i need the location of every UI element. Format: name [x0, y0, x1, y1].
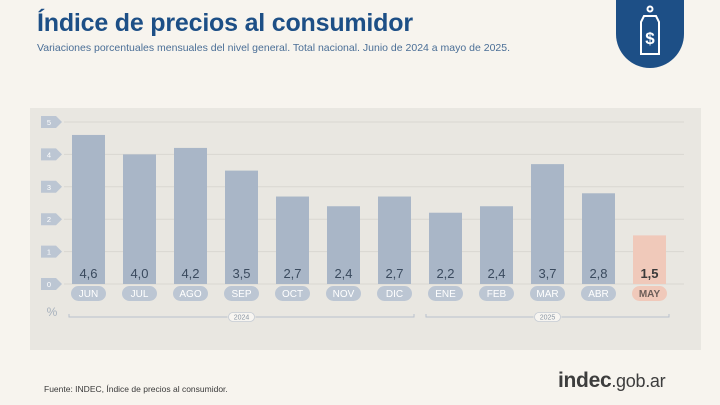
category-label: DIC	[386, 289, 403, 300]
category-label: SEP	[231, 289, 251, 300]
year-label: 2024	[234, 315, 250, 322]
y-tick-label: 4	[47, 150, 51, 159]
category-label: ABR	[588, 289, 609, 300]
bar-value-label: 3,7	[538, 266, 556, 281]
bar	[327, 206, 360, 284]
bar	[531, 164, 564, 284]
category-label: MAR	[536, 289, 558, 300]
category-label: ENE	[435, 289, 456, 300]
category-badge	[224, 286, 259, 301]
y-axis-label: %	[47, 305, 58, 319]
category-badge	[530, 286, 565, 301]
bar	[633, 235, 666, 284]
category-label: AGO	[179, 289, 201, 300]
category-badge	[326, 286, 361, 301]
category-badge	[581, 286, 616, 301]
year-pill	[534, 312, 561, 322]
price-tag-dollar-icon: $	[640, 5, 660, 55]
bar	[276, 196, 309, 284]
bar-value-label: 2,4	[334, 266, 352, 281]
y-tick-badge	[41, 148, 62, 161]
category-badge	[275, 286, 310, 301]
bar	[174, 147, 207, 284]
price-tag-badge: $	[616, 0, 684, 68]
y-tick-label: 2	[47, 215, 51, 224]
page-title: Índice de precios al consumidor	[37, 9, 413, 37]
svg-text:$: $	[645, 29, 655, 48]
y-tick-badge	[41, 245, 62, 258]
category-badge	[71, 286, 106, 301]
category-badge	[479, 286, 514, 301]
bar	[378, 196, 411, 284]
y-tick-badge	[41, 180, 62, 193]
category-badge	[428, 286, 463, 301]
bar	[225, 170, 258, 284]
bar-value-label: 3,5	[232, 266, 250, 281]
y-tick-badge	[41, 278, 62, 290]
y-tick-label: 3	[47, 183, 51, 192]
year-pill	[228, 312, 255, 322]
category-label: FEB	[487, 289, 507, 300]
category-label: MAY	[639, 289, 661, 300]
bar-value-label: 1,5	[640, 266, 658, 281]
bar	[123, 154, 156, 284]
source-note: Fuente: INDEC, Índice de precios al cons…	[44, 384, 228, 394]
bar	[480, 206, 513, 284]
bar-value-label: 2,7	[385, 266, 403, 281]
bar	[582, 193, 615, 284]
y-tick-badge	[41, 116, 62, 128]
year-label: 2025	[540, 315, 556, 322]
bar-value-label: 2,4	[487, 266, 505, 281]
logo-domain-text: .gob.ar	[611, 371, 666, 391]
bar-value-label: 4,0	[130, 266, 148, 281]
page-subtitle: Variaciones porcentuales mensuales del n…	[37, 42, 511, 54]
y-tick-badge	[41, 213, 62, 226]
bar-value-label: 2,8	[589, 266, 607, 281]
logo-main-text: indec	[558, 369, 612, 392]
category-label: NOV	[333, 289, 355, 300]
category-badge	[122, 286, 157, 301]
bar-value-label: 2,7	[283, 266, 301, 281]
category-badge	[632, 286, 667, 301]
y-tick-label: 1	[47, 248, 51, 257]
bar	[72, 134, 105, 284]
category-badge	[173, 286, 208, 301]
category-label: OCT	[282, 289, 303, 300]
bar-value-label: 4,6	[79, 266, 97, 281]
category-badge	[377, 286, 412, 301]
category-label: JUN	[79, 289, 98, 300]
category-label: JUL	[131, 289, 149, 300]
bar-value-label: 4,2	[181, 266, 199, 281]
bar-value-label: 2,2	[436, 266, 454, 281]
y-tick-label: 0	[47, 280, 51, 289]
y-tick-label: 5	[47, 118, 51, 127]
bar	[429, 212, 462, 284]
indec-logo[interactable]: indec.gob.ar	[558, 369, 666, 393]
